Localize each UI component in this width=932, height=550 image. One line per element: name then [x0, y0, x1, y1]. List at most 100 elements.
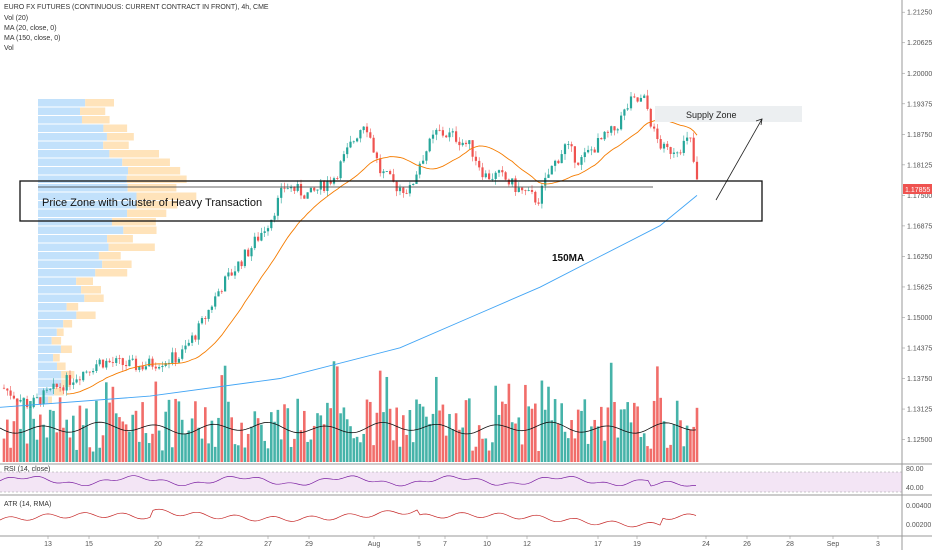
volume-profile-buy [38, 201, 137, 209]
volume-profile-buy [38, 260, 103, 268]
candle-body [68, 375, 72, 385]
supply-zone-box[interactable] [655, 106, 802, 122]
volume-bar [388, 408, 392, 462]
candle-body [570, 144, 573, 147]
volume-bar [151, 433, 154, 462]
last-price-value: 1.17855 [905, 187, 930, 194]
candle-body [257, 236, 260, 241]
candle-body [316, 189, 319, 191]
candle-body [108, 360, 111, 363]
volume-bar [474, 446, 478, 462]
volume-bar [88, 447, 92, 462]
indicator-vol20[interactable]: Vol (20) [4, 15, 29, 22]
volume-profile-sell [85, 99, 114, 107]
volume-profile-sell [61, 371, 75, 379]
volume-bar [586, 443, 590, 462]
volume-bar [497, 414, 501, 462]
candle-body [527, 190, 530, 191]
candle-body [326, 180, 329, 191]
volume-profile-sell [111, 218, 156, 226]
volume-bar [58, 397, 62, 462]
volume-bar [461, 427, 464, 462]
volume-bar [19, 428, 22, 462]
volume-bar [342, 407, 346, 462]
candle-body [286, 188, 289, 190]
volume-bar [448, 413, 451, 462]
candle-body [121, 358, 124, 366]
candle-body [415, 174, 418, 184]
volume-ma [0, 421, 697, 435]
candle-body [412, 183, 415, 185]
candle-body [339, 161, 342, 179]
volume-profile-buy [38, 158, 123, 166]
candle-body [217, 291, 220, 297]
candle-body [491, 178, 494, 180]
price-axis: 1.21250 1.20625 1.20000 1.19375 1.18750 1.181… [902, 10, 932, 444]
price-zone-box[interactable] [19, 180, 763, 222]
candle-body [484, 173, 487, 178]
ma150-line [0, 195, 698, 408]
candle-body [95, 364, 98, 371]
volume-bar [372, 445, 375, 462]
candle-body [389, 171, 392, 175]
volume-bar [553, 399, 557, 462]
rsi-band [0, 472, 902, 492]
volume-bar [695, 407, 699, 462]
volume-profile-sell [95, 269, 128, 277]
rsi-panel-label: RSI (14, close) [4, 466, 50, 473]
volume-bar [392, 440, 395, 462]
candle-body [616, 129, 619, 131]
candle-body [204, 318, 207, 319]
candle-body [438, 129, 441, 131]
candle-body [488, 173, 491, 180]
candle-body [197, 323, 200, 340]
volume-bar [435, 376, 438, 462]
candle-body [679, 152, 682, 154]
atr-tick-0002: 0.00200 [906, 522, 931, 529]
candle-body [29, 407, 32, 408]
volume-bar [365, 399, 369, 462]
candle-body [263, 231, 266, 233]
volume-bar [62, 427, 65, 462]
candle-body [92, 370, 95, 373]
volume-bar [260, 424, 263, 462]
volume-bar [131, 414, 134, 462]
volume-bar [309, 439, 313, 462]
volume-profile [38, 99, 197, 404]
candle-body [672, 152, 675, 154]
volume-bar [329, 408, 332, 462]
volume-bar [230, 417, 233, 462]
volume-bar [124, 424, 128, 462]
candle-body [55, 383, 58, 388]
indicator-ma20[interactable]: MA (20, close, 0) [4, 25, 57, 32]
volume-bar [12, 421, 16, 462]
candle-body [352, 141, 355, 143]
candle-body [240, 261, 243, 267]
candle-body [82, 371, 85, 381]
candle-body [303, 195, 306, 199]
volume-bar [408, 410, 412, 462]
price-tick-label: 1.13125 [907, 407, 932, 414]
volume-bar [609, 362, 613, 462]
volume-bar [55, 432, 59, 462]
indicator-ma150[interactable]: MA (150, close, 0) [4, 35, 61, 42]
candle-body [382, 171, 385, 174]
volume-bar [42, 424, 45, 462]
candle-body [148, 358, 151, 367]
volume-profile-buy [38, 362, 57, 370]
candle-body [639, 97, 642, 102]
ma20-line [66, 119, 698, 395]
price-tick-label: 1.17500 [907, 193, 932, 200]
volume-bar [48, 409, 52, 462]
volume-bar [134, 410, 138, 462]
volume-bar [322, 424, 326, 462]
candle-body [309, 187, 312, 193]
price-tick-label: 1.12500 [907, 437, 932, 444]
volume-bar [543, 409, 547, 462]
candle-body [362, 126, 365, 131]
volume-bar [164, 411, 167, 462]
volume-bar [75, 449, 78, 462]
indicator-vol[interactable]: Vol [4, 45, 14, 52]
volume-bar [576, 409, 580, 462]
